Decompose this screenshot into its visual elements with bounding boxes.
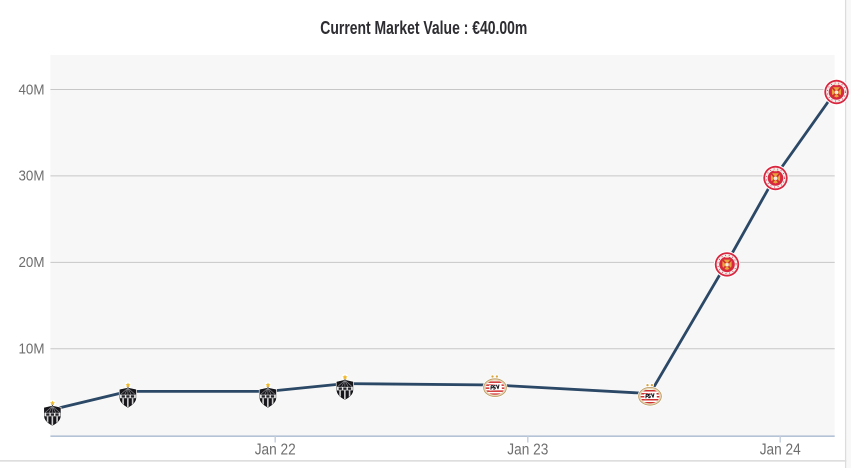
svg-text:40M: 40M [19,82,45,98]
svg-text:20M: 20M [19,255,45,271]
svg-text:10M: 10M [19,342,45,358]
svg-text:30M: 30M [19,169,45,185]
svg-text:Jan 23: Jan 23 [507,442,548,459]
svg-text:Jan 24: Jan 24 [760,442,801,459]
svg-text:Current Market Value : €40.00m: Current Market Value : €40.00m [320,17,527,38]
svg-text:Jan 22: Jan 22 [255,442,296,459]
